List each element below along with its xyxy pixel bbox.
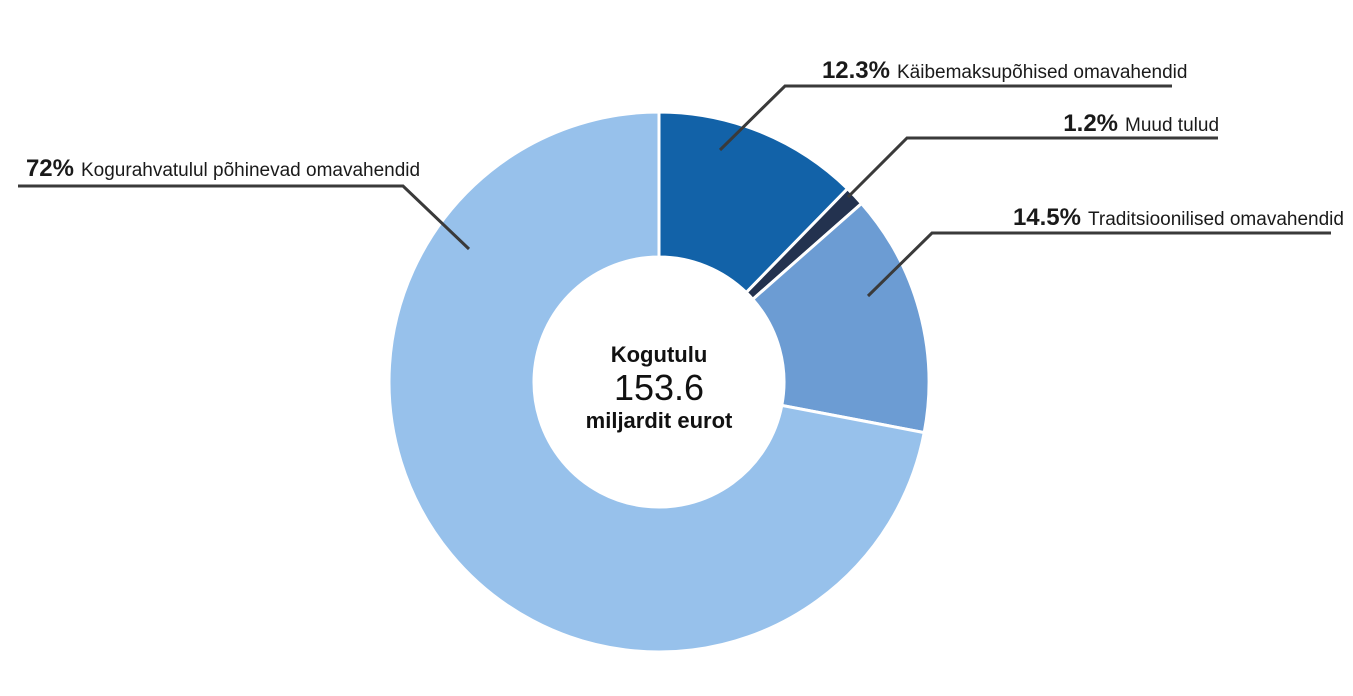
slice-label: Muud tulud <box>1125 115 1219 136</box>
slice-percent-label: 1.2% <box>1063 110 1118 137</box>
donut-slice <box>387 110 926 654</box>
leader-line <box>846 136 1218 199</box>
leader-line <box>866 231 1331 298</box>
center-value: 153.6 <box>614 367 704 408</box>
leader-line <box>718 84 1172 152</box>
leader-line <box>18 184 471 251</box>
leader-lines <box>18 84 1331 298</box>
slice-label: Kogurahvatulul põhinevad omavahendid <box>81 160 420 181</box>
slice-label: Traditsioonilised omavahendid <box>1088 209 1344 230</box>
donut-slice <box>657 110 850 295</box>
slice-percent-label: 14.5% <box>1013 204 1081 231</box>
center-unit: miljardit eurot <box>586 408 733 433</box>
slice-label: Käibemaksupõhised omavahendid <box>897 62 1187 83</box>
center-title: Kogutulu <box>611 342 708 367</box>
slice-percent-label: 12.3% <box>822 57 890 84</box>
donut-slices <box>387 110 931 654</box>
slice-percent-label: 72% <box>26 155 74 182</box>
